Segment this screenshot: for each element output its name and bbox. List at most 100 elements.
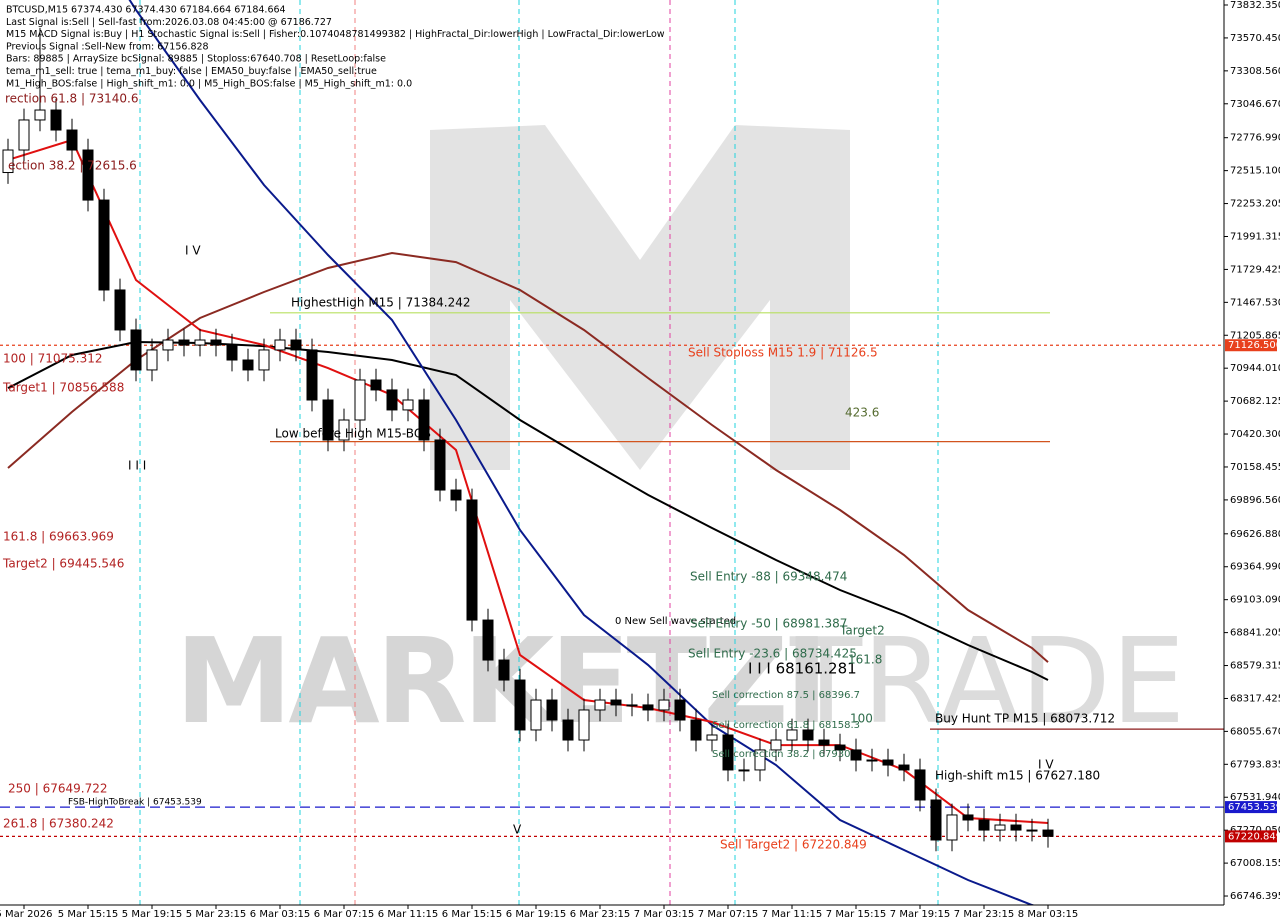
annotation: Target2: [839, 624, 885, 638]
candle-body: [898, 764, 910, 771]
candle-body: [722, 734, 734, 771]
candle-body: [258, 349, 270, 371]
candle-body: [674, 699, 686, 721]
annotation: FSB-HighToBreak | 67453.539: [68, 798, 202, 808]
candle-body: [434, 439, 446, 491]
candle-body: [450, 489, 462, 501]
x-tick-label: 7 Mar 03:15: [634, 909, 694, 920]
candle-body: [610, 699, 622, 706]
annotation: Sell Entry -88 | 69348.474: [690, 570, 847, 584]
annotation: 100: [850, 712, 873, 726]
annotation: High-shift m15 | 67627.180: [935, 769, 1100, 783]
candle-body: [562, 719, 574, 741]
annotation: Sell Stoploss M15 1.9 | 71126.5: [688, 346, 878, 360]
x-tick-label: 7 Mar 19:15: [890, 909, 950, 920]
candle-body: [690, 719, 702, 741]
candle-body: [370, 379, 382, 391]
annotation: 261.8 | 67380.242: [3, 817, 114, 831]
candle-body: [50, 109, 62, 131]
y-tick-label: 71467.530: [1230, 297, 1280, 308]
annotation: 161.8: [848, 653, 882, 667]
x-tick-label: 7 Mar 23:15: [954, 909, 1014, 920]
y-tick-label: 70682.125: [1230, 396, 1280, 407]
watermark-right: TRADE: [789, 612, 1185, 750]
candle-body: [274, 339, 286, 351]
candle-body: [82, 149, 94, 201]
candle-body: [210, 339, 222, 346]
x-tick-label: 6 Mar 15:15: [442, 909, 502, 920]
price-tag-label: 67453.539: [1228, 802, 1280, 813]
annotation: Target1 | 70856.588: [2, 381, 124, 395]
x-tick-label: 5 Mar 2026: [0, 909, 53, 920]
annotation: HighestHigh M15 | 71384.242: [291, 296, 471, 310]
y-tick-label: 73832.350: [1230, 0, 1280, 11]
y-tick-label: 69103.090: [1230, 595, 1280, 606]
candle-body: [98, 199, 110, 291]
x-tick-label: 6 Mar 11:15: [378, 909, 438, 920]
candle-body: [1026, 829, 1038, 832]
info-line: Bars: 89885 | ArraySize bcSignal: 89885 …: [6, 54, 386, 65]
annotation: 0 New Sell wave started: [615, 616, 736, 627]
candle-body: [18, 119, 30, 151]
y-tick-label: 69626.880: [1230, 529, 1280, 540]
y-tick-label: 71729.425: [1230, 264, 1280, 275]
x-tick-label: 6 Mar 07:15: [314, 909, 374, 920]
candle-body: [514, 679, 526, 731]
candle-body: [306, 349, 318, 401]
candle-body: [194, 339, 206, 346]
candle-body: [754, 749, 766, 771]
y-tick-label: 68055.670: [1230, 726, 1280, 737]
x-tick-label: 7 Mar 11:15: [762, 909, 822, 920]
candle-body: [642, 704, 654, 711]
x-tick-label: 8 Mar 03:15: [1018, 909, 1078, 920]
annotation: Sell Entry -23.6 | 68734.425: [688, 647, 857, 661]
candle-body: [322, 399, 334, 441]
x-tick-label: 7 Mar 07:15: [698, 909, 758, 920]
candle-body: [242, 359, 254, 371]
y-tick-label: 73046.670: [1230, 99, 1280, 110]
candle-body: [226, 344, 238, 361]
moving-average: [128, 0, 1036, 905]
candle-body: [162, 339, 174, 351]
annotation: ection 38.2 | 72615.6: [8, 159, 137, 173]
annotation: 100 | 71075.312: [3, 352, 102, 366]
y-tick-label: 69364.990: [1230, 562, 1280, 573]
candle-body: [418, 399, 430, 441]
info-line: tema_m1_sell: true | tema_m1_buy: false …: [6, 66, 377, 77]
annotation: Sell correction 87.5 | 68396.7: [712, 690, 860, 701]
y-tick-label: 72515.100: [1230, 166, 1280, 177]
y-tick-label: 68317.425: [1230, 693, 1280, 704]
price-tag: [1225, 801, 1277, 814]
annotation: Target2 | 69445.546: [2, 557, 124, 571]
info-line: BTCUSD,M15 67374.430 67374.430 67184.664…: [6, 5, 286, 16]
candle-body: [786, 729, 798, 741]
candle-body: [594, 699, 606, 711]
x-tick-label: 5 Mar 23:15: [186, 909, 246, 920]
candle-body: [818, 739, 830, 746]
candle-body: [914, 769, 926, 801]
y-tick-label: 73570.450: [1230, 33, 1280, 44]
info-line: M15 MACD Signal is:Buy | H1 Stochastic S…: [6, 29, 665, 40]
candle-body: [626, 704, 638, 707]
annotation: I I I: [128, 459, 146, 473]
annotation: V: [513, 823, 522, 837]
candle-body: [338, 419, 350, 441]
candle-body: [546, 699, 558, 721]
candle-body: [834, 744, 846, 751]
candle-body: [802, 729, 814, 741]
annotation: I V: [185, 244, 201, 258]
x-tick-label: 6 Mar 03:15: [250, 909, 310, 920]
candle-body: [978, 819, 990, 831]
candle-body: [1010, 824, 1022, 831]
candle-body: [34, 109, 46, 121]
price-tag-label: 67220.849: [1228, 831, 1280, 842]
candle-body: [354, 379, 366, 421]
y-tick-label: 68579.315: [1230, 661, 1280, 672]
price-tag: [1225, 339, 1277, 352]
moving-average: [7, 251, 1049, 663]
candle-body: [706, 734, 718, 741]
candle-body: [498, 659, 510, 681]
plot-area: [0, 0, 1224, 905]
candle-body: [994, 824, 1006, 831]
